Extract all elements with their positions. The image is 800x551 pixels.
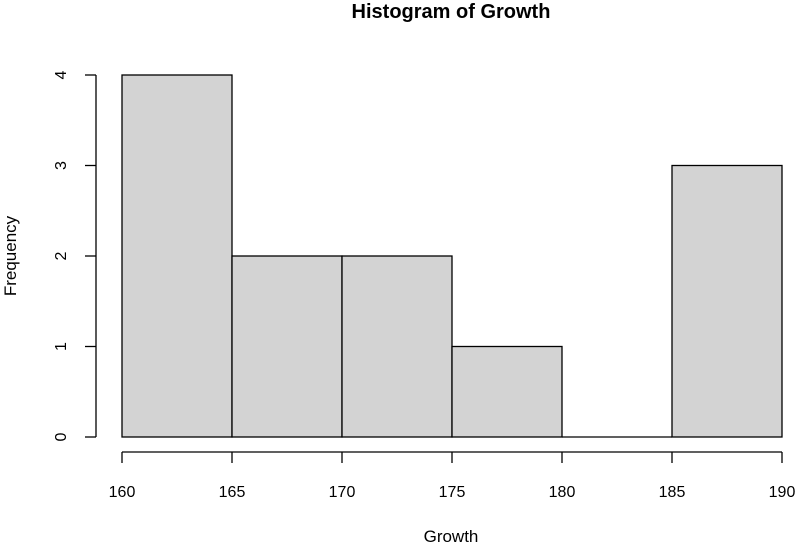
x-axis-label: Growth [424,527,479,546]
bars-group [121,74,783,438]
y-tick-label-0: 0 [53,432,70,441]
x-tick-label-3: 175 [439,484,466,501]
histogram-bar-2 [341,255,453,438]
histogram-bar-5 [671,164,783,438]
x-tick-label-4: 180 [549,484,576,501]
histogram-bar-0 [121,74,233,438]
y-tick-label-1: 1 [53,342,70,351]
x-axis: 160 165 170 175 180 185 190 [109,451,796,501]
y-axis: 0 1 2 3 4 [53,70,97,441]
x-tick-label-6: 190 [769,484,796,501]
y-tick-label-3: 3 [53,161,70,170]
x-tick-label-2: 170 [329,484,356,501]
histogram-bar-3 [451,345,563,438]
chart-title: Histogram of Growth [352,1,551,23]
x-tick-label-0: 160 [109,484,136,501]
histogram-bar-1 [231,255,343,438]
x-tick-label-1: 165 [219,484,246,501]
x-tick-label-5: 185 [659,484,686,501]
y-axis-label: Frequency [1,215,20,296]
y-tick-label-4: 4 [53,70,70,79]
y-tick-label-2: 2 [53,251,70,260]
